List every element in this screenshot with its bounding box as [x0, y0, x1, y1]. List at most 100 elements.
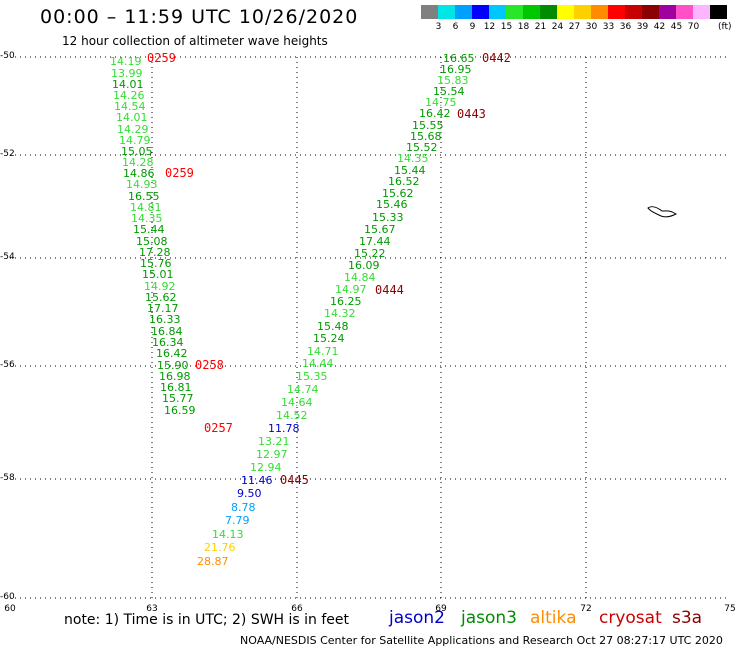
scale-swatch: [523, 5, 540, 19]
wave-height-value: 15.24: [313, 332, 345, 345]
wave-height-value: 14.35: [131, 212, 163, 225]
wave-height-value: 14.93: [126, 178, 158, 191]
wave-height-value: 15.62: [145, 291, 177, 304]
scale-label: 27: [568, 22, 581, 32]
wave-height-value: 14.52: [276, 409, 308, 422]
longitude-label: 75: [724, 604, 736, 614]
wave-height-value: 13.99: [111, 67, 143, 80]
wave-height-value: 15.90: [157, 359, 189, 372]
wave-height-value: 16.52: [388, 175, 420, 188]
scale-label: 70: [687, 22, 700, 32]
wave-height-value: 15.44: [394, 164, 426, 177]
wave-height-value: 15.55: [412, 119, 444, 132]
scale-swatch: [421, 5, 438, 19]
scale-label: 21: [534, 22, 547, 32]
scale-swatch: [693, 5, 710, 19]
wave-height-value: 15.35: [296, 370, 328, 383]
wave-height-value: 14.81: [130, 201, 162, 214]
wave-height-value: 28.87: [197, 555, 229, 568]
longitude-label: 66: [291, 604, 303, 614]
pass-time-label: 0259: [147, 51, 176, 65]
pass-time-label: 0258: [195, 358, 224, 372]
latitude-label: -54: [0, 252, 15, 262]
wave-height-value: 16.65: [443, 52, 475, 65]
wave-height-value: 12.94: [250, 461, 282, 474]
scale-label: 33: [602, 22, 615, 32]
wave-height-value: 15.76: [140, 257, 172, 270]
scale-label: 36: [619, 22, 632, 32]
wave-height-value: 16.33: [149, 313, 181, 326]
wave-height-value: 7.79: [225, 514, 250, 527]
wave-height-value: 16.59: [164, 404, 196, 417]
wave-height-value: 15.68: [410, 130, 442, 143]
wave-height-value: 15.46: [376, 198, 408, 211]
scale-label: 9: [469, 22, 476, 32]
wave-height-value: 16.98: [159, 370, 191, 383]
wave-height-value: 14.54: [114, 100, 146, 113]
pass-time-label: 0259: [165, 166, 194, 180]
wave-height-value: 14.97: [335, 283, 367, 296]
wave-height-value: 16.09: [348, 259, 380, 272]
wave-height-value: 15.67: [364, 223, 396, 236]
longitude-label: 63: [146, 604, 158, 614]
scale-swatch: [506, 5, 523, 19]
satellite-legend-item: cryosat: [599, 608, 662, 628]
scale-swatch: [608, 5, 625, 19]
satellite-legend-item: altika: [530, 608, 577, 628]
wave-height-value: 8.78: [231, 501, 256, 514]
map-subtitle: 12 hour collection of altimeter wave hei…: [62, 34, 328, 48]
wave-height-value: 17.17: [147, 302, 179, 315]
scale-label: 24: [551, 22, 564, 32]
wave-height-value: 16.95: [440, 63, 472, 76]
scale-label: 12: [483, 22, 496, 32]
wave-height-value: 9.50: [237, 487, 262, 500]
scale-swatch: [455, 5, 472, 19]
wave-height-value: 15.22: [354, 247, 386, 260]
wave-height-value: 14.01: [112, 78, 144, 91]
wave-height-value: 15.62: [382, 187, 414, 200]
wave-height-value: 16.34: [152, 336, 184, 349]
scale-swatch: [659, 5, 676, 19]
wave-height-value: 14.64: [281, 396, 313, 409]
wave-height-value: 15.08: [136, 235, 168, 248]
scale-swatch: [489, 5, 506, 19]
footer-credit: NOAA/NESDIS Center for Satellite Applica…: [240, 634, 723, 647]
wave-height-value: 14.28: [122, 156, 154, 169]
wave-height-value: 16.84: [151, 325, 183, 338]
wave-height-value: 15.33: [372, 211, 404, 224]
wave-height-value: 14.75: [425, 96, 457, 109]
satellite-legend-item: jason3: [461, 608, 517, 628]
wave-height-value: 15.44: [133, 223, 165, 236]
wave-height-value: 16.25: [330, 295, 362, 308]
wave-height-value: 14.35: [397, 152, 429, 165]
scale-swatch: [676, 5, 693, 19]
wave-height-value: 15.52: [406, 141, 438, 154]
scale-swatch: [591, 5, 608, 19]
wave-height-value: 17.28: [139, 246, 171, 259]
scale-unit: (ft): [718, 22, 732, 32]
wave-height-value: 11.46: [241, 474, 273, 487]
wave-height-value: 12.97: [256, 448, 288, 461]
wave-height-value: 16.55: [128, 190, 160, 203]
scale-label: 30: [585, 22, 598, 32]
scale-label: 18: [517, 22, 530, 32]
longitude-label: 60: [4, 604, 16, 614]
wave-height-value: 14.74: [287, 383, 319, 396]
map-title: 00:00 – 11:59 UTC 10/26/2020: [40, 6, 359, 28]
scale-swatch: [540, 5, 557, 19]
scale-label: 42: [653, 22, 666, 32]
scale-swatch: [574, 5, 591, 19]
wave-height-value: 14.86: [123, 167, 155, 180]
scale-swatch: [438, 5, 455, 19]
wave-height-value: 14.26: [113, 89, 145, 102]
footer-note: note: 1) Time is in UTC; 2) SWH is in fe…: [64, 612, 350, 628]
scale-label: 39: [636, 22, 649, 32]
scale-swatch: [710, 5, 727, 19]
scale-label: 3: [435, 22, 442, 32]
wave-height-value: 14.32: [324, 307, 356, 320]
wave-height-value: 14.71: [307, 345, 339, 358]
wave-height-value: 17.44: [359, 235, 391, 248]
wave-height-value: 13.21: [258, 435, 290, 448]
satellite-legend-item: s3a: [672, 608, 703, 628]
latitude-label: -50: [0, 51, 15, 61]
